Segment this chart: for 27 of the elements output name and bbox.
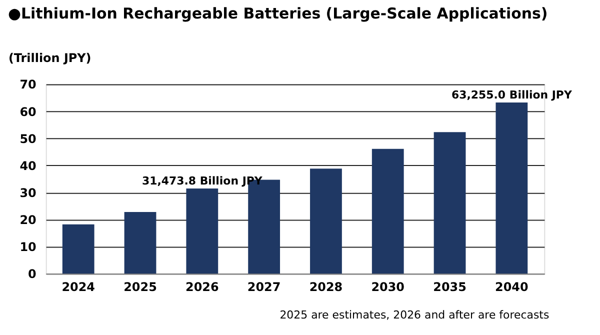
y-tick-label: 10: [20, 240, 36, 254]
y-tick-label: 50: [20, 132, 36, 146]
x-tick-label: 2025: [124, 280, 157, 294]
bar: [62, 224, 94, 274]
y-tick-label: 0: [28, 267, 36, 282]
bar: [310, 168, 342, 274]
x-tick-label: 2026: [186, 280, 219, 294]
y-tick-label: 30: [20, 186, 36, 200]
y-tick-label: 20: [20, 213, 36, 228]
bar: [496, 102, 528, 274]
x-tick-label: 2028: [309, 280, 343, 294]
bar: [434, 132, 466, 274]
y-tick-label: 70: [20, 78, 36, 92]
text: 2025 are estimates, 2026 and after are forecasts: [280, 308, 550, 322]
y-tick-label: 40: [20, 158, 36, 173]
bar: [372, 148, 404, 274]
x-tick-label: 2040: [495, 280, 528, 294]
y-tick-label: 60: [20, 104, 36, 119]
bar: [186, 188, 218, 274]
bar: [124, 212, 156, 274]
chart-title: ●Lithium-Ion Rechargeable Batteries (Large-Scale Applications): [8, 4, 548, 22]
x-tick-label: 2024: [62, 280, 95, 294]
x-tick-label: 2027: [247, 280, 281, 294]
y-axis-title: (Trillion JPY): [8, 50, 92, 65]
x-tick-label: 2030: [371, 280, 405, 294]
annotation: 63,255.0 Billion JPY: [451, 88, 573, 102]
x-tick-label: 2035: [433, 280, 466, 294]
